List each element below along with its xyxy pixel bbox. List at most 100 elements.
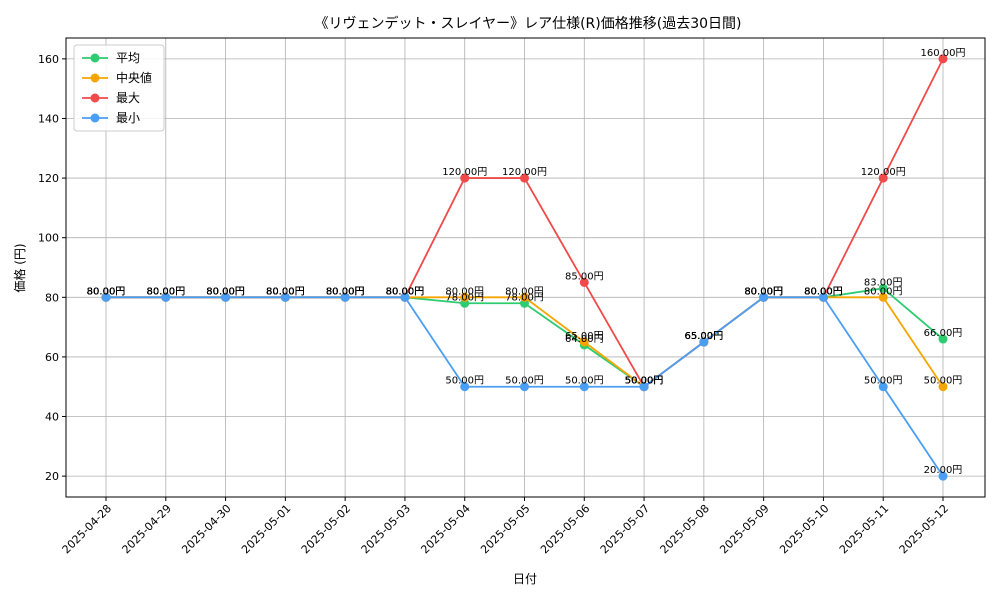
data-label: 78.00円 xyxy=(505,292,544,303)
data-label: 80.00円 xyxy=(326,286,365,297)
data-label: 65.00円 xyxy=(685,331,724,342)
data-label: 80.00円 xyxy=(744,286,783,297)
x-tick-label: 2025-05-04 xyxy=(418,502,472,556)
plot-frame xyxy=(65,37,986,498)
data-point xyxy=(460,292,470,302)
data-point xyxy=(280,292,290,302)
x-tick-label: 2025-05-10 xyxy=(777,502,831,556)
data-label: 50.00円 xyxy=(864,376,903,387)
legend-label: 中央値 xyxy=(116,70,152,85)
data-label: 80.00円 xyxy=(87,286,126,297)
y-tick-label: 60 xyxy=(45,351,59,364)
data-label: 50.00円 xyxy=(625,376,664,387)
data-point xyxy=(520,173,529,183)
data-label: 50.00円 xyxy=(625,376,664,387)
legend-marker xyxy=(90,113,100,123)
data-label: 65.00円 xyxy=(685,331,724,342)
x-tick-label: 2025-05-03 xyxy=(359,502,413,556)
data-point xyxy=(460,173,470,183)
data-point xyxy=(938,471,948,481)
data-label: 50.00円 xyxy=(625,376,664,387)
data-label: 80.00円 xyxy=(804,286,843,297)
data-point xyxy=(699,337,709,347)
data-labels: 80.00円 80.00円 80.00円 80.00円 80.00円 80.00円78.0… xyxy=(87,48,966,476)
data-label: 65.00円 xyxy=(685,331,724,342)
data-point xyxy=(520,382,529,392)
data-label: 83.00円 xyxy=(864,277,903,288)
data-label: 66.00円 xyxy=(924,328,963,339)
data-label: 80.00円 xyxy=(445,286,484,297)
data-label: 64.00円 xyxy=(565,334,604,345)
legend-marker xyxy=(90,53,100,63)
data-label: 65.00円 xyxy=(685,331,724,342)
data-point xyxy=(938,334,948,344)
legend-label: 最小 xyxy=(116,111,140,125)
data-label: 80.00円 xyxy=(326,286,365,297)
legend-marker xyxy=(90,73,100,83)
data-label: 80.00円 xyxy=(146,286,185,297)
data-label: 80.00円 xyxy=(146,286,185,297)
data-label: 80.00円 xyxy=(87,286,126,297)
data-point xyxy=(878,382,888,392)
data-label: 80.00円 xyxy=(87,286,126,297)
data-label: 80.00円 xyxy=(386,286,425,297)
series-layer xyxy=(101,54,948,481)
x-tick-label: 2025-04-28 xyxy=(60,502,114,556)
y-tick-label: 160 xyxy=(38,53,59,66)
legend-marker xyxy=(90,93,100,103)
data-label: 80.00円 xyxy=(744,286,783,297)
legend-box xyxy=(73,44,165,132)
data-label: 80.00円 xyxy=(326,286,365,297)
x-tick-label: 2025-05-02 xyxy=(299,502,353,556)
data-label: 80.00円 xyxy=(326,286,365,297)
data-label: 80.00円 xyxy=(744,286,783,297)
y-axis-label: 価格 (円) xyxy=(12,243,27,292)
grid xyxy=(66,38,985,497)
x-tick-label: 2025-05-08 xyxy=(658,502,712,556)
data-point xyxy=(878,173,888,183)
data-label: 50.00円 xyxy=(445,376,484,387)
data-label: 120.00円 xyxy=(861,167,906,178)
data-point xyxy=(579,277,589,287)
data-point xyxy=(221,292,231,302)
data-label: 80.00円 xyxy=(146,286,185,297)
data-point xyxy=(460,382,470,392)
data-label: 80.00円 xyxy=(206,286,245,297)
data-label: 80.00円 xyxy=(386,286,425,297)
data-point xyxy=(938,54,948,64)
y-tick-label: 20 xyxy=(45,470,59,483)
data-label: 20.00円 xyxy=(924,465,963,476)
x-tick-label: 2025-05-11 xyxy=(837,502,891,556)
data-point xyxy=(639,382,649,392)
data-label: 120.00円 xyxy=(502,167,547,178)
data-point xyxy=(340,292,350,302)
data-point xyxy=(400,292,410,302)
data-point xyxy=(759,292,769,302)
data-label: 50.00円 xyxy=(505,376,544,387)
y-tick-label: 120 xyxy=(38,172,59,185)
data-label: 80.00円 xyxy=(266,286,305,297)
x-tick-label: 2025-04-30 xyxy=(179,502,233,556)
data-label: 50.00円 xyxy=(924,376,963,387)
data-label: 78.00円 xyxy=(445,292,484,303)
y-tick-label: 100 xyxy=(38,232,59,245)
y-tick-label: 80 xyxy=(45,291,59,304)
x-tick-label: 2025-05-09 xyxy=(717,502,771,556)
x-axis-label: 日付 xyxy=(513,572,537,586)
legend-label: 平均 xyxy=(116,51,140,65)
data-label: 80.00円 xyxy=(87,286,126,297)
x-tick-label: 2025-05-07 xyxy=(598,502,652,556)
data-point xyxy=(818,292,828,302)
data-point xyxy=(878,283,888,293)
data-point xyxy=(520,292,529,302)
data-label: 80.00円 xyxy=(386,286,425,297)
chart-title: 《リヴェンデット・スレイヤー》レア仕様(R)価格推移(過去30日間) xyxy=(315,15,742,32)
data-label: 80.00円 xyxy=(386,286,425,297)
x-tick-label: 2025-04-29 xyxy=(120,502,174,556)
data-label: 80.00円 xyxy=(206,286,245,297)
y-tick-label: 140 xyxy=(38,112,59,125)
data-point xyxy=(101,292,111,302)
data-label: 80.00円 xyxy=(266,286,305,297)
